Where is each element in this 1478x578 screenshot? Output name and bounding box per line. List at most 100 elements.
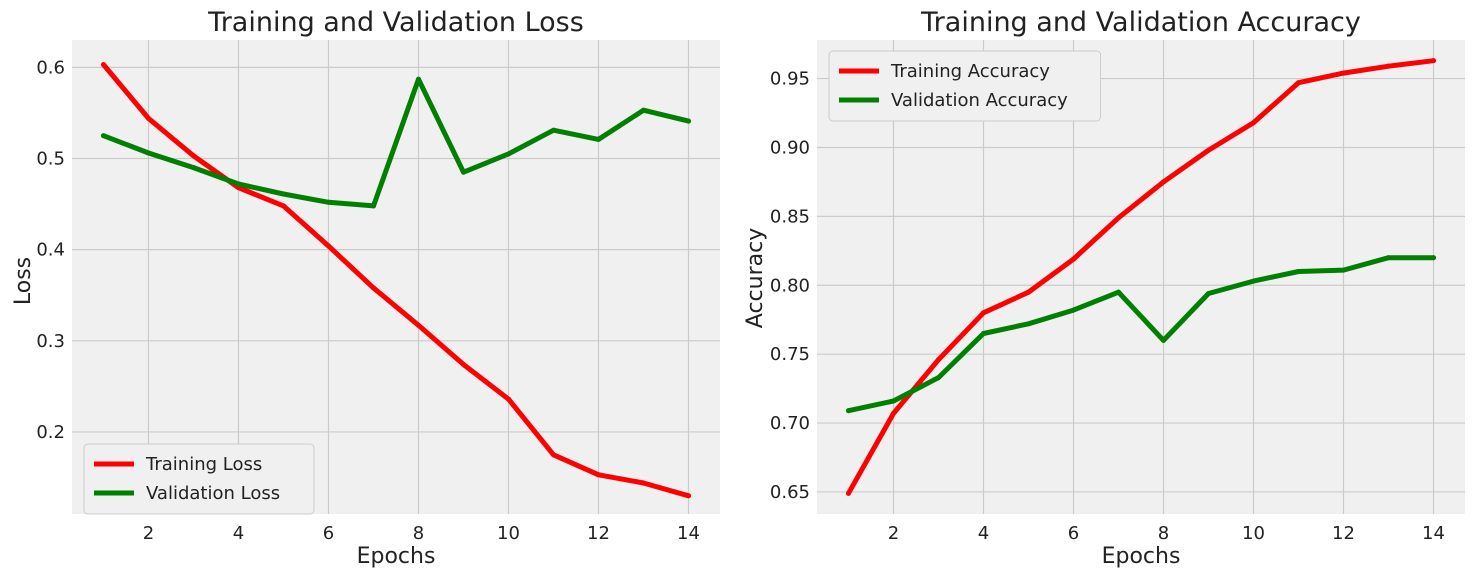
loss-y-tick-label: 0.4: [36, 240, 65, 261]
training-accuracy-legend-label: Training Accuracy: [890, 61, 1050, 82]
accuracy-x-tick-label: 14: [1422, 523, 1445, 544]
accuracy-y-tick-label: 0.70: [770, 413, 810, 434]
accuracy-y-tick-label: 0.80: [770, 275, 810, 296]
training-loss-point: [101, 62, 106, 68]
accuracy-series: [846, 58, 1436, 496]
loss-grid: [72, 40, 720, 514]
accuracy-ticks: 2 4 6 8 10 12 14 0.65 0.70 0.75 0.80 0.85 0.90 0.95: [770, 69, 1445, 544]
validation-accuracy-point: [1251, 278, 1256, 284]
validation-accuracy-point: [846, 408, 851, 414]
training-loss-point: [641, 480, 646, 486]
training-loss-point: [461, 362, 466, 368]
training-loss-point: [371, 285, 376, 291]
training-accuracy-point: [1431, 58, 1436, 64]
accuracy-x-tick-label: 12: [1332, 523, 1355, 544]
accuracy-y-tick-label: 0.85: [770, 206, 810, 227]
validation-accuracy-point: [1071, 307, 1076, 313]
training-loss-point: [686, 493, 691, 499]
training-accuracy-point: [1071, 256, 1076, 262]
training-accuracy-point: [1026, 289, 1031, 295]
training-loss-point: [596, 472, 601, 478]
validation-loss-point: [596, 136, 601, 142]
loss-y-axis-label: Loss: [11, 257, 36, 305]
training-loss-point: [416, 322, 421, 328]
accuracy-legend: Training Accuracy Validation Accuracy: [828, 50, 1102, 122]
training-accuracy-point: [1161, 179, 1166, 185]
training-loss-point: [326, 243, 331, 249]
validation-accuracy-point: [981, 330, 986, 336]
loss-series: [101, 62, 691, 499]
loss-x-tick-label: 2: [143, 523, 154, 544]
loss-x-axis-label: Epochs: [357, 544, 436, 569]
loss-legend: Training Loss Validation Loss: [83, 443, 315, 515]
training-accuracy-point: [1386, 63, 1391, 69]
training-accuracy-point: [1341, 70, 1346, 76]
training-accuracy-point: [846, 490, 851, 496]
accuracy-x-tick-label: 8: [1158, 523, 1169, 544]
training-accuracy-point: [1296, 80, 1301, 86]
accuracy-chart-title: Training and Validation Accuracy: [920, 7, 1361, 38]
validation-accuracy-point: [1161, 337, 1166, 343]
training-accuracy-point: [1206, 147, 1211, 153]
loss-y-tick-label: 0.5: [36, 149, 65, 170]
loss-chart-title: Training and Validation Loss: [207, 7, 584, 38]
training-loss-point: [191, 153, 196, 159]
training-accuracy-point: [936, 357, 941, 363]
loss-y-tick-label: 0.3: [36, 331, 65, 352]
validation-loss-point: [551, 127, 556, 133]
loss-x-tick-label: 12: [587, 523, 610, 544]
validation-accuracy-point: [891, 398, 896, 404]
validation-loss-legend-label: Validation Loss: [146, 483, 280, 504]
loss-ticks: 2 4 6 8 10 12 14 0.2 0.3 0.4 0.5 0.6: [36, 57, 700, 544]
training-loss-point: [281, 203, 286, 209]
accuracy-legend-box: [828, 50, 1102, 122]
accuracy-y-tick-label: 0.75: [770, 344, 810, 365]
loss-y-tick-label: 0.6: [36, 57, 65, 78]
validation-loss-line: [101, 76, 691, 209]
validation-accuracy-point: [936, 375, 941, 381]
training-accuracy-point: [1251, 120, 1256, 126]
validation-loss-point: [281, 191, 286, 197]
validation-loss-point: [146, 150, 151, 156]
training-loss-legend-label: Training Loss: [145, 454, 262, 475]
validation-loss-point: [416, 76, 421, 82]
training-accuracy-point: [1116, 215, 1121, 221]
accuracy-x-tick-label: 10: [1242, 523, 1265, 544]
loss-chart: 2 4 6 8 10 12 14 0.2 0.3 0.4 0.5 0.6 Training and V…: [11, 7, 720, 569]
accuracy-x-tick-label: 2: [888, 523, 899, 544]
validation-accuracy-point: [1296, 268, 1301, 274]
accuracy-x-tick-label: 4: [978, 523, 989, 544]
validation-loss-point: [326, 199, 331, 205]
validation-loss-point: [461, 169, 466, 175]
validation-loss-point: [191, 165, 196, 171]
loss-x-tick-label: 4: [233, 523, 244, 544]
validation-accuracy-legend-label: Validation Accuracy: [891, 90, 1068, 111]
accuracy-chart: 2 4 6 8 10 12 14 0.65 0.70 0.75 0.80 0.85 0.90 0.95 T…: [743, 7, 1465, 569]
loss-x-tick-label: 6: [323, 523, 334, 544]
accuracy-y-axis-label: Accuracy: [743, 228, 768, 328]
validation-loss-point: [686, 118, 691, 124]
validation-loss-point: [371, 203, 376, 209]
accuracy-y-tick-label: 0.90: [770, 137, 810, 158]
validation-loss-point: [506, 151, 511, 157]
training-accuracy-line: [846, 58, 1436, 496]
loss-x-tick-label: 14: [677, 523, 700, 544]
accuracy-y-tick-label: 0.65: [770, 482, 810, 503]
validation-accuracy-line: [846, 255, 1436, 414]
validation-accuracy-point: [1431, 255, 1436, 261]
loss-legend-box: [83, 443, 315, 515]
accuracy-x-axis-label: Epochs: [1102, 544, 1181, 569]
training-loss-point: [146, 115, 151, 121]
accuracy-y-tick-label: 0.95: [770, 69, 810, 90]
validation-loss-point: [101, 133, 106, 139]
loss-x-tick-label: 8: [413, 523, 424, 544]
validation-accuracy-point: [1026, 321, 1031, 327]
training-loss-point: [551, 452, 556, 458]
validation-accuracy-point: [1341, 267, 1346, 273]
validation-accuracy-point: [1386, 255, 1391, 261]
validation-accuracy-point: [1116, 289, 1121, 295]
accuracy-x-tick-label: 6: [1068, 523, 1079, 544]
loss-y-tick-label: 0.2: [36, 422, 65, 443]
training-accuracy-point: [891, 410, 896, 416]
